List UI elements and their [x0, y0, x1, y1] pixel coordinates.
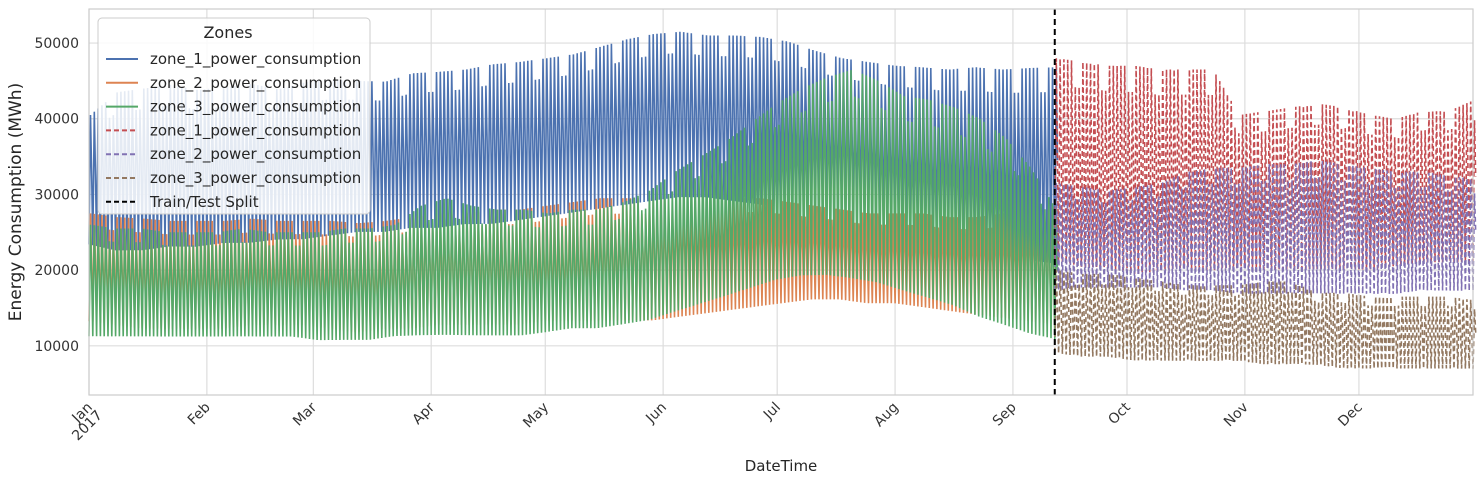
legend-entry-label: zone_2_power_consumption: [150, 145, 361, 164]
y-tick-label: 20000: [34, 263, 79, 279]
legend-entry-label: zone_3_power_consumption: [150, 169, 361, 188]
plot-frame: [88, 8, 1474, 396]
y-tick-label: 50000: [34, 36, 79, 52]
x-tick-label: Oct: [1105, 399, 1134, 428]
legend-entry-label: Train/Test Split: [149, 193, 259, 211]
series-line-5: [1054, 161, 1477, 294]
x-tick-label: Sep: [990, 399, 1020, 429]
legend-title: Zones: [203, 23, 252, 42]
y-tick-label: 30000: [34, 187, 79, 203]
series-line-6: [1054, 270, 1477, 369]
y-tick-label: 40000: [34, 112, 79, 128]
x-tick-label: Apr: [410, 399, 439, 428]
x-tick-label: Mar: [290, 399, 320, 429]
y-tick-label: 10000: [34, 339, 79, 355]
legend-entry-label: zone_2_power_consumption: [150, 74, 361, 93]
legend-entry-label: zone_1_power_consumption: [150, 50, 361, 69]
y-axis-title: Energy Consumption (MWh): [6, 83, 26, 321]
series-line-3: [88, 70, 1059, 341]
x-tick-label: Jul: [760, 400, 784, 424]
x-axis-title: DateTime: [745, 457, 818, 475]
legend-entry-label: zone_3_power_consumption: [150, 98, 361, 117]
legend: Zones zone_1_power_consumption zone_2_powe…: [97, 17, 371, 215]
x-tick-label: Nov: [1221, 400, 1252, 431]
x-tick-label: Feb: [185, 399, 214, 428]
x-tick-label: Jun: [642, 400, 669, 427]
x-tick-label: May: [520, 400, 552, 432]
y-axis-ticks: 10000 20000 30000 40000 50000: [34, 36, 79, 355]
x-tick-label: Aug: [871, 400, 902, 431]
legend-box: [97, 17, 371, 215]
series-line-4: [1054, 58, 1477, 275]
legend-entry-label: zone_1_power_consumption: [150, 121, 361, 140]
x-tick-label: Dec: [1335, 400, 1365, 430]
